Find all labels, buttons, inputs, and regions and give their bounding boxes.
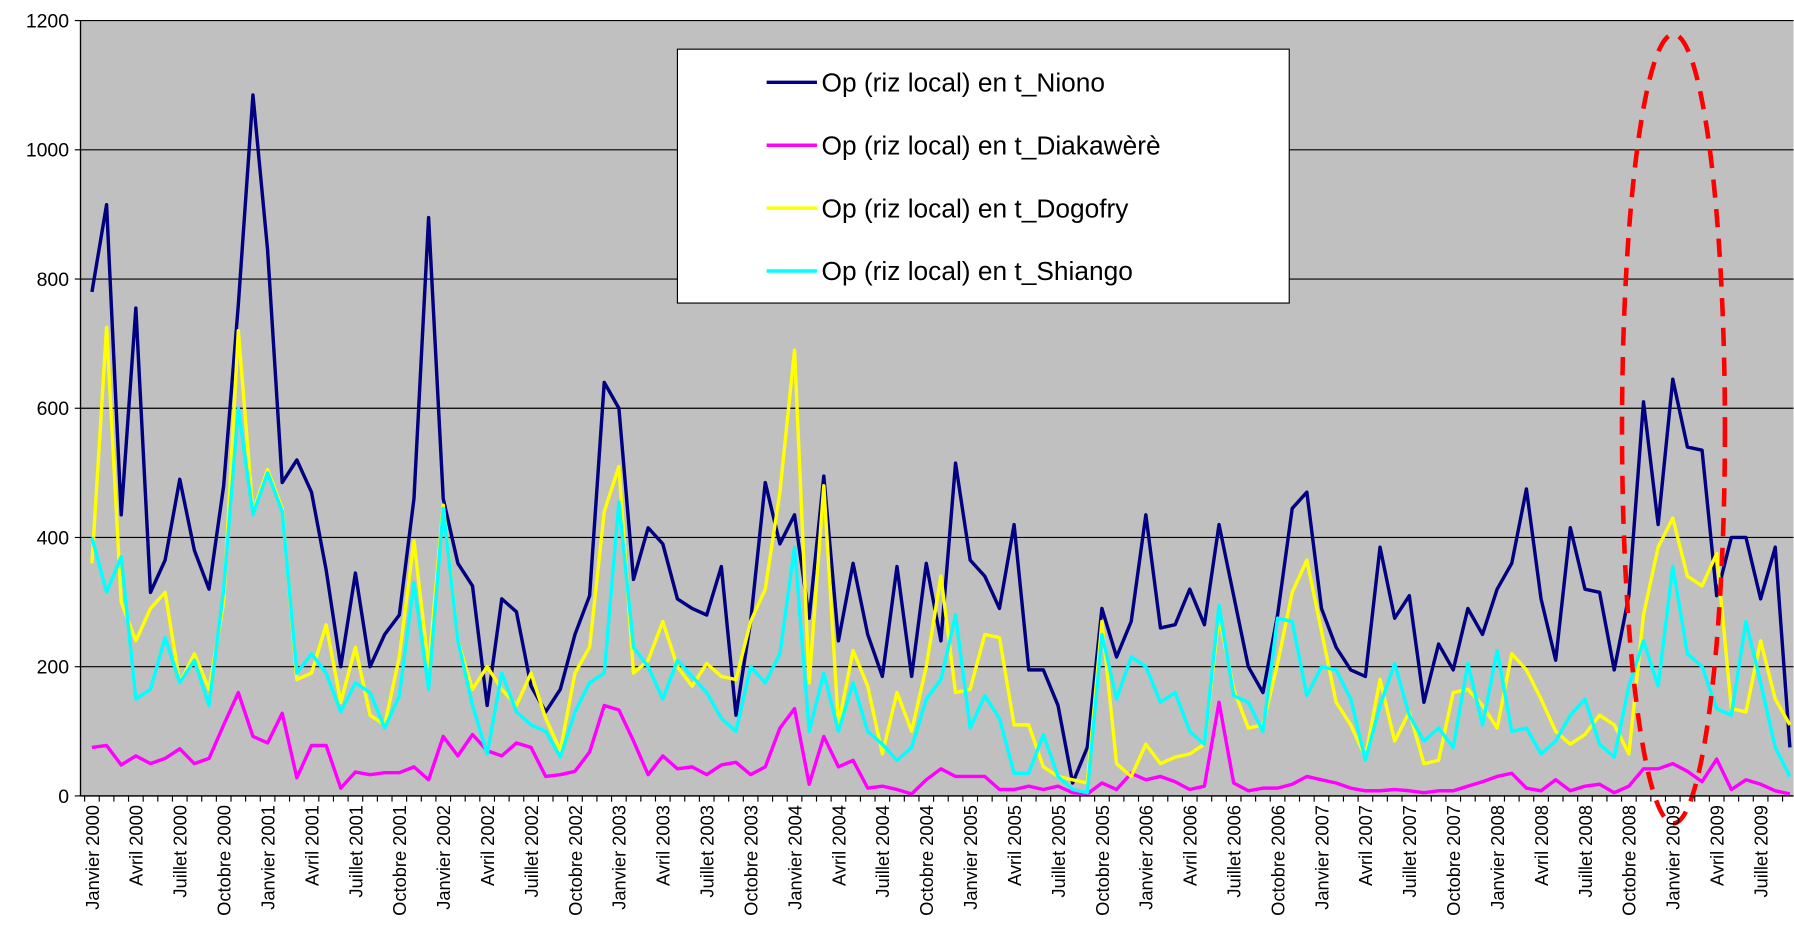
x-tick-label: Janvier 2008 bbox=[1487, 805, 1508, 910]
y-tick-label: 400 bbox=[37, 527, 70, 549]
x-tick-label: Octobre 2001 bbox=[389, 805, 410, 916]
x-tick-label: Juillet 2002 bbox=[521, 805, 542, 898]
x-tick-label: Avril 2007 bbox=[1355, 805, 1376, 886]
series-lines bbox=[90, 93, 1792, 796]
x-tick-label: Avril 2006 bbox=[1180, 805, 1201, 886]
x-tick-label: Janvier 2009 bbox=[1663, 805, 1684, 910]
y-tick-label: 600 bbox=[37, 398, 70, 420]
x-tick-label: Juillet 2000 bbox=[170, 805, 191, 898]
legend-label: Op (riz local) en t_Dogofry bbox=[822, 193, 1130, 223]
x-tick-label: Octobre 2000 bbox=[214, 805, 235, 916]
x-tick-label: Janvier 2003 bbox=[609, 805, 630, 910]
x-tick-label: Juillet 2009 bbox=[1750, 805, 1771, 898]
x-tick-label: Avril 2003 bbox=[653, 805, 674, 886]
series-line bbox=[90, 325, 1792, 785]
x-tick-label: Octobre 2005 bbox=[1092, 805, 1113, 916]
series-line bbox=[90, 406, 1792, 795]
x-tick-label: Avril 2005 bbox=[1004, 805, 1025, 886]
x-tick-label: Janvier 2000 bbox=[82, 805, 103, 910]
highlight-ellipse bbox=[1619, 32, 1728, 826]
legend-box bbox=[676, 48, 1290, 304]
x-tick-label: Juillet 2008 bbox=[1575, 805, 1596, 898]
series-line bbox=[91, 690, 1791, 796]
x-tick-label: Janvier 2004 bbox=[784, 805, 805, 910]
x-tick-label: Janvier 2002 bbox=[433, 805, 454, 910]
x-tick-label: Avril 2008 bbox=[1531, 805, 1552, 886]
x-tick-label: Avril 2001 bbox=[301, 805, 322, 886]
x-tick-label: Avril 2009 bbox=[1707, 805, 1728, 886]
x-tick-label: Octobre 2002 bbox=[565, 805, 586, 916]
legend: Op (riz local) en t_Niono Op (riz local) … bbox=[676, 48, 1290, 304]
legend-label: Op (riz local) en t_Niono bbox=[822, 67, 1106, 97]
y-tick-label: 200 bbox=[37, 657, 70, 679]
series-line bbox=[90, 93, 1792, 785]
legend-label: Op (riz local) en t_Diakawèrè bbox=[822, 130, 1161, 160]
y-tick-label: 800 bbox=[37, 269, 70, 291]
legend-label: Op (riz local) en t_Shiango bbox=[822, 256, 1133, 286]
y-tick-label: 1200 bbox=[26, 10, 69, 32]
x-tick-label: Avril 2004 bbox=[828, 805, 849, 886]
x-tick-label: Juillet 2003 bbox=[697, 805, 718, 898]
x-tick-label: Octobre 2008 bbox=[1619, 805, 1640, 916]
x-tick-label: Janvier 2005 bbox=[960, 805, 981, 910]
x-tick-label: Janvier 2006 bbox=[1136, 805, 1157, 910]
y-tick-label: 0 bbox=[58, 786, 69, 808]
x-tick-label: Juillet 2005 bbox=[1048, 805, 1069, 898]
x-tick-label: Juillet 2006 bbox=[1224, 805, 1245, 898]
x-tick-label: Octobre 2003 bbox=[740, 805, 761, 916]
y-tick-label: 1000 bbox=[26, 140, 69, 162]
x-tick-label: Avril 2000 bbox=[126, 805, 147, 886]
x-tick-label: Juillet 2007 bbox=[1399, 805, 1420, 898]
x-tick-label: Janvier 2001 bbox=[257, 805, 278, 910]
x-tick-label: Octobre 2004 bbox=[916, 805, 937, 916]
x-tick-label: Juillet 2004 bbox=[872, 805, 893, 898]
x-tick-label: Juillet 2001 bbox=[345, 805, 366, 898]
x-tick-label: Avril 2002 bbox=[477, 805, 498, 886]
x-tick-label: Octobre 2006 bbox=[1267, 805, 1288, 916]
x-tick-label: Octobre 2007 bbox=[1443, 805, 1464, 916]
axis-labels: 0 200 400 600 800 1000 1200 Janvier 2000 Avril 2… bbox=[26, 10, 1784, 916]
x-tick-label: Janvier 2007 bbox=[1311, 805, 1332, 910]
